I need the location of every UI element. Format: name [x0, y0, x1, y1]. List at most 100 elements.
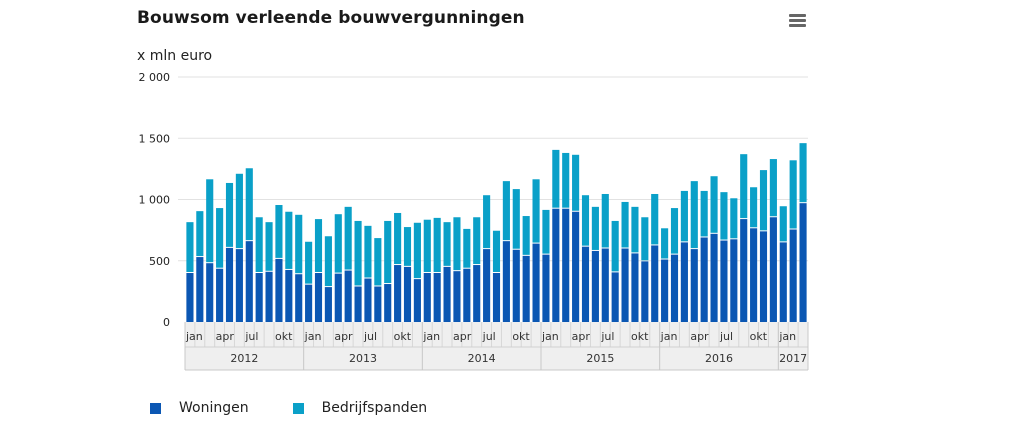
bar-woningen-jun-2013[interactable] [354, 286, 362, 322]
bar-woningen-sep-2013[interactable] [384, 284, 392, 322]
bar-bedrijfspanden-nov-2015[interactable] [641, 217, 649, 261]
bar-woningen-mei-2013[interactable] [344, 270, 352, 322]
bar-bedrijfspanden-dec-2014[interactable] [532, 179, 540, 243]
bar-woningen-okt-2014[interactable] [512, 249, 520, 322]
bar-bedrijfspanden-mrt-2013[interactable] [324, 236, 332, 287]
bar-woningen-dec-2012[interactable] [295, 274, 303, 322]
bar-bedrijfspanden-dec-2013[interactable] [413, 222, 421, 279]
bar-bedrijfspanden-feb-2015[interactable] [552, 149, 560, 208]
bar-woningen-jan-2014[interactable] [423, 273, 431, 322]
bar-woningen-aug-2013[interactable] [374, 286, 382, 322]
bar-woningen-jul-2016[interactable] [720, 240, 728, 322]
bar-woningen-jun-2014[interactable] [473, 265, 481, 322]
bar-woningen-apr-2012[interactable] [216, 268, 224, 322]
bar-bedrijfspanden-feb-2013[interactable] [314, 219, 323, 272]
bar-woningen-jan-2016[interactable] [661, 259, 669, 322]
bar-bedrijfspanden-apr-2015[interactable] [572, 154, 580, 211]
bar-woningen-okt-2016[interactable] [750, 228, 758, 322]
bar-woningen-sep-2014[interactable] [502, 241, 510, 322]
bar-woningen-sep-2016[interactable] [740, 219, 748, 322]
bar-bedrijfspanden-apr-2014[interactable] [453, 217, 461, 271]
bar-woningen-feb-2014[interactable] [433, 273, 441, 322]
bar-bedrijfspanden-nov-2016[interactable] [759, 170, 768, 231]
bar-woningen-nov-2016[interactable] [759, 231, 768, 322]
bar-bedrijfspanden-jan-2015[interactable] [542, 209, 550, 254]
bar-bedrijfspanden-jan-2016[interactable] [661, 228, 669, 259]
bar-bedrijfspanden-sep-2012[interactable] [265, 222, 273, 271]
chart-menu-button[interactable] [787, 14, 809, 32]
bar-bedrijfspanden-feb-2014[interactable] [433, 217, 441, 273]
bar-woningen-jun-2012[interactable] [235, 249, 243, 322]
bar-bedrijfspanden-jul-2016[interactable] [720, 192, 728, 240]
bar-woningen-mrt-2015[interactable] [562, 208, 570, 322]
bar-woningen-mrt-2013[interactable] [324, 287, 332, 322]
bar-woningen-dec-2013[interactable] [413, 279, 421, 323]
bar-woningen-aug-2014[interactable] [492, 273, 501, 322]
bar-bedrijfspanden-aug-2012[interactable] [255, 217, 263, 272]
bar-bedrijfspanden-jul-2014[interactable] [483, 195, 491, 249]
bar-bedrijfspanden-jun-2013[interactable] [354, 220, 362, 286]
bar-woningen-mrt-2014[interactable] [443, 266, 451, 323]
bar-bedrijfspanden-sep-2014[interactable] [502, 181, 510, 241]
bar-bedrijfspanden-mei-2015[interactable] [581, 195, 590, 246]
bar-woningen-mei-2014[interactable] [463, 268, 471, 322]
bar-woningen-sep-2015[interactable] [621, 248, 629, 323]
bar-bedrijfspanden-aug-2014[interactable] [492, 230, 501, 272]
bar-woningen-sep-2012[interactable] [265, 271, 273, 322]
bar-woningen-mei-2012[interactable] [225, 247, 234, 322]
bar-woningen-nov-2015[interactable] [641, 261, 649, 322]
bar-bedrijfspanden-feb-2012[interactable] [196, 211, 204, 257]
bar-bedrijfspanden-okt-2012[interactable] [275, 205, 283, 258]
bar-woningen-mei-2016[interactable] [700, 237, 708, 322]
bar-woningen-nov-2014[interactable] [522, 255, 530, 322]
bar-bedrijfspanden-nov-2013[interactable] [403, 227, 412, 266]
bar-bedrijfspanden-jun-2014[interactable] [473, 217, 481, 265]
bar-bedrijfspanden-sep-2015[interactable] [621, 201, 629, 248]
bar-bedrijfspanden-okt-2014[interactable] [512, 189, 520, 249]
bar-woningen-jul-2013[interactable] [364, 278, 372, 322]
bar-woningen-mrt-2017[interactable] [799, 203, 807, 322]
bar-woningen-jun-2016[interactable] [710, 233, 718, 322]
bar-bedrijfspanden-nov-2012[interactable] [285, 211, 293, 269]
bar-bedrijfspanden-jul-2012[interactable] [245, 168, 253, 241]
bar-bedrijfspanden-jul-2015[interactable] [601, 193, 609, 248]
bar-bedrijfspanden-feb-2017[interactable] [789, 160, 797, 229]
bar-woningen-jun-2015[interactable] [591, 250, 599, 322]
bar-woningen-mei-2015[interactable] [581, 246, 590, 322]
bar-bedrijfspanden-jun-2012[interactable] [235, 173, 243, 249]
bar-bedrijfspanden-jun-2016[interactable] [710, 176, 718, 233]
bar-woningen-jul-2012[interactable] [245, 241, 253, 322]
bar-bedrijfspanden-jan-2014[interactable] [423, 219, 431, 272]
bar-woningen-okt-2015[interactable] [631, 253, 639, 322]
bar-bedrijfspanden-jan-2017[interactable] [779, 206, 787, 242]
bar-bedrijfspanden-mrt-2014[interactable] [443, 222, 451, 266]
bar-woningen-aug-2012[interactable] [255, 273, 263, 322]
bar-woningen-mrt-2016[interactable] [680, 242, 688, 323]
bar-bedrijfspanden-dec-2016[interactable] [769, 159, 777, 217]
bar-bedrijfspanden-nov-2014[interactable] [522, 216, 530, 255]
bar-bedrijfspanden-okt-2015[interactable] [631, 206, 639, 253]
bar-woningen-feb-2017[interactable] [789, 229, 797, 322]
bar-bedrijfspanden-jan-2012[interactable] [186, 222, 194, 272]
legend-item-woningen[interactable]: Woningen [150, 400, 249, 416]
bar-woningen-feb-2015[interactable] [552, 208, 560, 322]
bar-woningen-aug-2016[interactable] [730, 239, 738, 322]
bar-bedrijfspanden-mei-2016[interactable] [700, 190, 708, 237]
bar-bedrijfspanden-mrt-2017[interactable] [799, 143, 807, 203]
bar-bedrijfspanden-jul-2013[interactable] [364, 225, 372, 278]
bar-bedrijfspanden-jan-2013[interactable] [305, 241, 313, 284]
bar-bedrijfspanden-mrt-2016[interactable] [680, 190, 688, 242]
bar-bedrijfspanden-mrt-2012[interactable] [206, 179, 214, 263]
bar-woningen-nov-2013[interactable] [403, 266, 412, 323]
bar-bedrijfspanden-jun-2015[interactable] [591, 206, 599, 250]
bar-woningen-apr-2015[interactable] [572, 211, 580, 322]
bar-bedrijfspanden-apr-2012[interactable] [216, 208, 224, 268]
bar-woningen-jul-2014[interactable] [483, 249, 491, 322]
bar-woningen-jan-2017[interactable] [779, 242, 787, 323]
legend-item-bedrijfspanden[interactable]: Bedrijfspanden [292, 400, 427, 416]
bar-bedrijfspanden-apr-2013[interactable] [334, 214, 342, 273]
bar-woningen-apr-2016[interactable] [690, 249, 698, 322]
bar-bedrijfspanden-okt-2016[interactable] [750, 187, 758, 228]
bar-bedrijfspanden-aug-2015[interactable] [611, 220, 619, 272]
bar-bedrijfspanden-dec-2012[interactable] [295, 214, 303, 274]
